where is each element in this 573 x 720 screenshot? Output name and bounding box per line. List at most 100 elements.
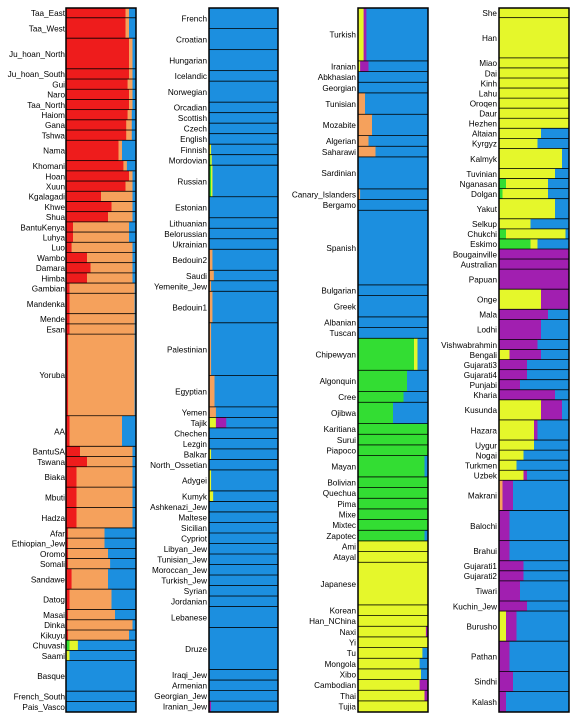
- bar-Naro-red: [66, 89, 130, 101]
- bar-Yemen-orange: [209, 407, 217, 418]
- bar-Canary_Islanders-orange: [358, 189, 361, 201]
- bar-Yi-yellow: [358, 637, 429, 649]
- population-label: Spanish: [326, 244, 356, 253]
- bar-Tswana-blue: [132, 456, 137, 468]
- bar-Lodhi-blue: [541, 319, 570, 341]
- bar-Dolgan-yellow: [502, 189, 549, 200]
- population-label: Jordanian: [171, 598, 207, 607]
- bar-Vishwabrahmin-blue: [537, 339, 570, 351]
- population-label: Bengali: [470, 351, 497, 360]
- bar-Shua-orange: [108, 212, 133, 223]
- bar-Hadza-red: [66, 507, 77, 529]
- bar-Selkup-yellow: [499, 219, 531, 230]
- bar-Iranian-blue: [368, 61, 429, 73]
- population-label: Khwe: [45, 203, 66, 212]
- population-label: Luhya: [43, 233, 66, 242]
- bar-Mixe-green: [358, 509, 429, 521]
- population-label: Finnish: [181, 146, 208, 155]
- population-label: Biaka: [45, 473, 66, 482]
- bar-Turkish-blue: [366, 8, 429, 62]
- bar-Gui-orange: [127, 79, 133, 90]
- population-label: Gujarati1: [464, 562, 498, 571]
- population-label: BantuSA: [33, 448, 66, 457]
- bar-Hadza-blue: [132, 507, 137, 529]
- bar-Turkish-purple: [363, 8, 367, 62]
- population-label: Mongola: [325, 660, 357, 669]
- bar-Chechen-blue: [209, 428, 279, 440]
- bar-Taa_East-red: [66, 8, 126, 19]
- bar-Druze-blue: [209, 627, 279, 671]
- bar-Afar-red: [66, 528, 69, 539]
- bar-Gujarati4-purple: [499, 370, 528, 381]
- bar-Gujarati4-blue: [527, 370, 570, 381]
- bar-Ethiopian_Jew-blue: [104, 538, 137, 549]
- population-label: Sicilian: [181, 524, 207, 533]
- population-label: Xuun: [46, 182, 66, 191]
- bar-Mongola-blue: [419, 658, 429, 670]
- bar-Mala-purple: [499, 309, 549, 320]
- bar-Burusho-purple: [506, 611, 517, 642]
- bar-Uygur-yellow: [499, 440, 535, 451]
- bar-Himba-red: [66, 273, 88, 284]
- population-label: Lithuanian: [169, 219, 207, 228]
- bar-Kuchin_Jew-purple: [499, 601, 528, 612]
- population-label: Mordovian: [169, 156, 208, 165]
- bar-AA-red: [66, 416, 70, 447]
- bar-Shua-red: [66, 212, 109, 223]
- bar-Gana-red: [66, 120, 127, 131]
- bar-Mala-blue: [548, 309, 570, 320]
- population-label: Piapoco: [326, 447, 356, 456]
- population-label: Thai: [340, 692, 356, 701]
- bar-Khwe-orange: [111, 201, 133, 213]
- bar-Oromo-orange: [68, 548, 109, 560]
- population-label: Han: [482, 34, 497, 43]
- bar-Ethiopian_Jew-red: [66, 538, 69, 549]
- bar-Adygei-blue: [211, 470, 279, 492]
- bar-Eskimo-green: [499, 239, 531, 250]
- bar-Yemen-blue: [215, 407, 279, 418]
- bar-Himba-orange: [87, 273, 133, 284]
- population-label: Saudi: [186, 272, 207, 281]
- population-label: Xibo: [340, 671, 357, 680]
- bar-Eskimo-blue: [537, 239, 570, 250]
- bar-Cree-blue: [403, 392, 429, 403]
- bar-Syrian-blue: [209, 585, 279, 597]
- bar-Saharawi-orange: [358, 146, 376, 158]
- population-label: Ukrainian: [172, 240, 207, 249]
- population-label: Croatian: [176, 35, 207, 44]
- bar-Yoruba-red: [66, 334, 69, 417]
- population-label: Russian: [177, 177, 207, 186]
- population-label: Kalash: [472, 698, 497, 707]
- bar-Algerian-blue: [368, 136, 429, 147]
- bar-BantuKenya-orange: [73, 222, 130, 233]
- bar-Zapotec-green: [358, 530, 425, 542]
- bar-Kalash-blue: [506, 691, 570, 713]
- bar-Luo-red: [66, 242, 72, 254]
- bar-Basque-blue: [66, 660, 137, 692]
- population-label: English: [180, 135, 207, 144]
- bar-Bedouin2-blue: [212, 249, 279, 271]
- population-label: French: [182, 14, 208, 23]
- population-label: Australian: [461, 260, 498, 269]
- population-label: Chukchi: [467, 230, 497, 239]
- population-label: Tshwa: [42, 131, 66, 140]
- bar-AA-blue: [122, 416, 137, 447]
- population-label: Shua: [46, 213, 66, 222]
- bar-Chuvash-blue: [77, 640, 137, 651]
- population-label: Himba: [41, 274, 65, 283]
- bar-Greek-blue: [358, 296, 429, 318]
- population-label: Wambo: [37, 254, 65, 263]
- bar-Yoruba-orange: [68, 334, 135, 417]
- bar-Jordanian-blue: [209, 596, 279, 608]
- bar-Russian-blue: [212, 165, 279, 198]
- bar-Kumyk-blue: [213, 491, 279, 503]
- bar-Ojibwa-blue: [393, 402, 429, 425]
- bar-Thai-purple: [424, 690, 429, 702]
- bar-Hazara-yellow: [499, 420, 535, 441]
- bar-Sicilian-blue: [209, 522, 279, 534]
- bar-Sandawe-orange: [71, 569, 109, 590]
- bar-Canary_Islanders-blue: [360, 189, 429, 201]
- bar-Atayal-yellow: [358, 552, 429, 563]
- population-label: Esan: [46, 325, 65, 334]
